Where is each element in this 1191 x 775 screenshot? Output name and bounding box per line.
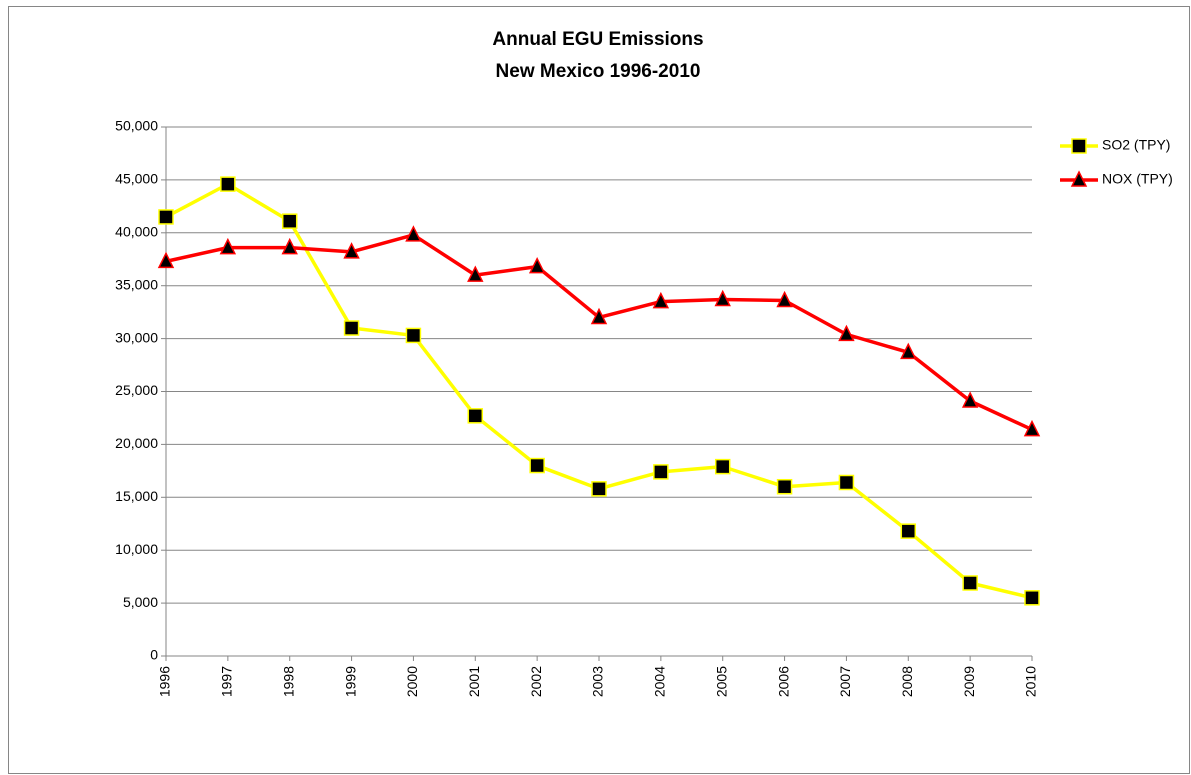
data-point: [405, 225, 422, 242]
y-tick-label: 45,000: [115, 171, 158, 187]
data-point: [157, 251, 175, 269]
x-tick-label: 2008: [899, 666, 915, 697]
x-tick-label: 2002: [528, 666, 544, 697]
data-point: [219, 237, 237, 255]
x-tick-label: 1996: [157, 666, 173, 697]
y-tick-label: 50,000: [115, 118, 158, 134]
x-tick-label: 2010: [1023, 666, 1039, 697]
data-point: [591, 481, 607, 497]
data-point: [714, 289, 731, 307]
data-point: [343, 242, 360, 259]
legend-label: SO2 (TPY): [1102, 137, 1170, 153]
x-tick-label: 2000: [404, 666, 420, 697]
chart-title: Annual EGU Emissions: [492, 29, 703, 50]
data-point: [653, 464, 669, 480]
data-point: [405, 327, 422, 344]
data-point: [529, 457, 545, 474]
data-point: [961, 391, 979, 408]
data-point: [776, 478, 793, 495]
data-point: [776, 290, 793, 308]
data-point: [652, 291, 670, 309]
data-point: [281, 237, 298, 255]
data-point: [528, 256, 546, 274]
data-point: [467, 408, 484, 424]
data-point: [343, 320, 360, 336]
data-point: [220, 176, 236, 192]
y-tick-label: 15,000: [115, 488, 158, 504]
legend-marker: [1070, 170, 1088, 187]
x-tick-label: 1998: [280, 666, 296, 697]
y-tick-label: 0: [150, 647, 158, 663]
x-tick-label: 2004: [652, 666, 668, 697]
chart-border: [8, 6, 1190, 774]
chart-subtitle: New Mexico 1996-2010: [496, 61, 701, 82]
y-tick-label: 5,000: [123, 594, 158, 610]
x-tick-label: 2007: [837, 666, 853, 697]
x-tick-label: 2009: [961, 666, 977, 697]
data-point: [838, 324, 855, 342]
data-point: [900, 523, 917, 539]
y-tick-label: 35,000: [115, 276, 158, 292]
x-tick-label: 2005: [713, 666, 729, 697]
data-point: [158, 209, 174, 225]
y-tick-label: 10,000: [115, 541, 158, 557]
x-tick-label: 2003: [590, 666, 606, 697]
data-point: [714, 458, 731, 475]
data-point: [838, 474, 855, 491]
y-tick-label: 25,000: [115, 382, 158, 398]
x-tick-label: 1999: [342, 666, 358, 697]
data-point: [900, 342, 917, 360]
y-tick-label: 40,000: [115, 224, 158, 240]
data-point: [1023, 419, 1041, 437]
data-point: [590, 307, 608, 325]
x-tick-label: 1997: [219, 666, 235, 697]
legend-label: NOX (TPY): [1102, 171, 1173, 187]
data-point: [467, 265, 484, 282]
y-tick-label: 30,000: [115, 329, 158, 345]
data-point: [281, 213, 298, 229]
y-tick-label: 20,000: [115, 435, 158, 451]
data-point: [962, 575, 978, 591]
x-tick-label: 2001: [466, 666, 482, 697]
legend-marker: [1071, 138, 1087, 154]
x-tick-label: 2006: [775, 666, 791, 697]
data-point: [1024, 590, 1040, 606]
